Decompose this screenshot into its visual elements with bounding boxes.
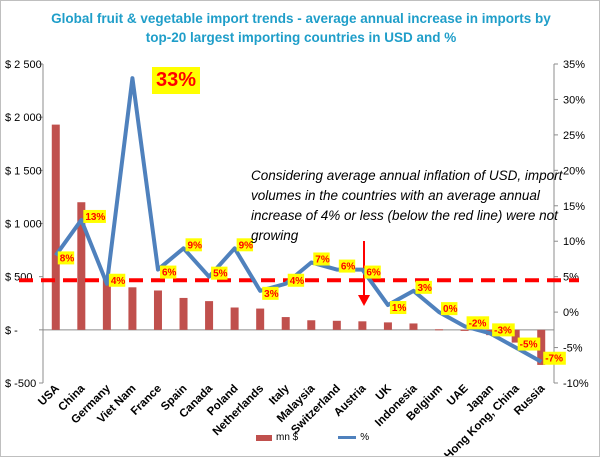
right-tick-label: 15% <box>563 201 585 213</box>
bar-5 <box>153 290 162 330</box>
chart-title: Global fruit & vegetable import trends -… <box>51 11 551 45</box>
point-label: 6% <box>366 268 381 279</box>
right-tick-label: 25% <box>563 130 585 142</box>
left-tick-label: $ 1 000 <box>5 219 42 231</box>
bar-12 <box>332 320 341 330</box>
point-label-bg <box>441 302 458 316</box>
bar-14 <box>383 322 392 330</box>
point-label: 9% <box>239 240 254 251</box>
annotation-text: Considering average annual inflation of … <box>251 168 563 243</box>
bar-19 <box>511 329 520 343</box>
point-label: 9% <box>188 240 203 251</box>
point-label: 1% <box>392 303 407 314</box>
legend: mn $ % <box>256 432 369 443</box>
point-label-bg <box>364 265 381 279</box>
bar-3 <box>102 277 111 330</box>
point-label: 0% <box>443 304 458 315</box>
bar-1 <box>51 124 60 330</box>
point-label-bg <box>313 252 330 266</box>
point-label-bg <box>543 351 566 365</box>
right-tick-label: 20% <box>563 165 585 177</box>
percent-line <box>54 76 543 364</box>
point-label: 3% <box>417 283 432 294</box>
point-label-bg <box>108 273 126 287</box>
point-label-bg <box>159 265 177 279</box>
bar-8 <box>230 307 239 330</box>
bar-16 <box>435 329 444 331</box>
bar-11 <box>307 320 316 330</box>
left-tick-label: $ -500 <box>5 378 36 390</box>
point-label: 4% <box>111 276 126 287</box>
point-label-bg <box>338 259 356 273</box>
point-label: 3% <box>264 289 279 300</box>
point-label-bg <box>262 286 279 300</box>
right-tick-label: 30% <box>563 94 585 106</box>
left-tick-label: $ 2 500 <box>5 59 42 71</box>
point-label-bg <box>415 280 432 294</box>
bar-9 <box>256 308 265 330</box>
point-label: 13% <box>85 212 105 223</box>
point-label: -2% <box>469 318 487 329</box>
left-tick-label: $ 1 500 <box>5 165 42 177</box>
right-tick-label: 35% <box>563 59 585 71</box>
point-label-bg <box>211 266 228 280</box>
point-label: -3% <box>494 325 512 336</box>
point-label-bg <box>287 273 305 287</box>
bar-15 <box>409 323 418 330</box>
point-label: 4% <box>290 276 305 287</box>
category-label: UK <box>374 382 395 403</box>
bar-2 <box>77 202 86 330</box>
legend-line-swatch <box>338 436 357 439</box>
right-tick-label: -5% <box>563 343 583 355</box>
bar-6 <box>179 297 188 330</box>
point-label-bg <box>517 337 541 351</box>
right-tick-label: 0% <box>563 307 579 319</box>
bar-13 <box>358 321 367 330</box>
point-label-bg <box>236 238 254 252</box>
bar-20 <box>537 329 546 365</box>
bar-7 <box>205 301 214 330</box>
left-tick-label: $ 2 000 <box>5 112 42 124</box>
point-label: -5% <box>520 340 538 351</box>
point-label-bg <box>83 209 106 223</box>
legend-bar-swatch <box>256 434 272 441</box>
bar-10 <box>281 317 290 330</box>
point-label: 5% <box>213 269 228 280</box>
legend-line-label: % <box>360 432 370 443</box>
right-tick-label: -10% <box>563 378 589 390</box>
peak-label: 33% <box>152 67 201 94</box>
arrow-head <box>358 295 370 306</box>
right-tick-label: 10% <box>563 236 585 248</box>
point-label: 6% <box>341 262 356 273</box>
left-tick-label: $ - <box>5 325 18 337</box>
point-label-bg <box>389 301 407 315</box>
point-label: 7% <box>315 254 330 265</box>
bar-4 <box>128 287 137 330</box>
point-label: 8% <box>60 253 75 264</box>
point-label-bg <box>492 323 515 337</box>
point-label-bg <box>466 316 490 330</box>
point-label-bg <box>185 238 202 252</box>
legend-bar-label: mn $ <box>276 432 299 443</box>
point-label: 6% <box>162 268 177 279</box>
point-label-bg <box>57 251 75 265</box>
bar-17 <box>460 329 469 331</box>
point-label: -7% <box>545 354 563 365</box>
